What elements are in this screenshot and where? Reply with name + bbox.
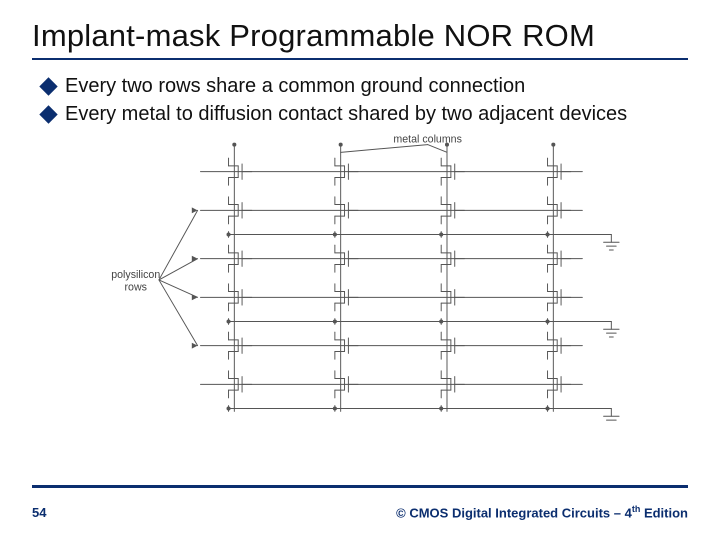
svg-text:rows: rows (125, 282, 147, 294)
bullet-text: Every two rows share a common ground con… (65, 74, 525, 100)
bullet-list: Every two rows share a common ground con… (42, 74, 688, 127)
svg-text:polysilicon: polysilicon (111, 269, 160, 281)
page-number: 54 (32, 505, 46, 520)
bullet-item: Every two rows share a common ground con… (42, 74, 688, 100)
footer: 54 © CMOS Digital Integrated Circuits – … (32, 504, 688, 520)
diamond-icon (39, 105, 57, 123)
slide-title: Implant-mask Programmable NOR ROM (32, 18, 688, 54)
rom-schematic: metal columns polysiliconrows (80, 133, 640, 423)
diagram-container: metal columns polysiliconrows (32, 133, 688, 423)
slide: Implant-mask Programmable NOR ROM Every … (0, 0, 720, 540)
bullet-item: Every metal to diffusion contact shared … (42, 102, 688, 128)
copyright-text: © CMOS Digital Integrated Circuits – 4th… (396, 504, 688, 520)
diamond-icon (39, 77, 57, 95)
footer-rule (32, 485, 688, 488)
title-underline (32, 58, 688, 60)
bullet-text: Every metal to diffusion contact shared … (65, 102, 627, 128)
svg-text:metal columns: metal columns (393, 134, 462, 146)
ordinal-suffix: th (632, 504, 641, 514)
